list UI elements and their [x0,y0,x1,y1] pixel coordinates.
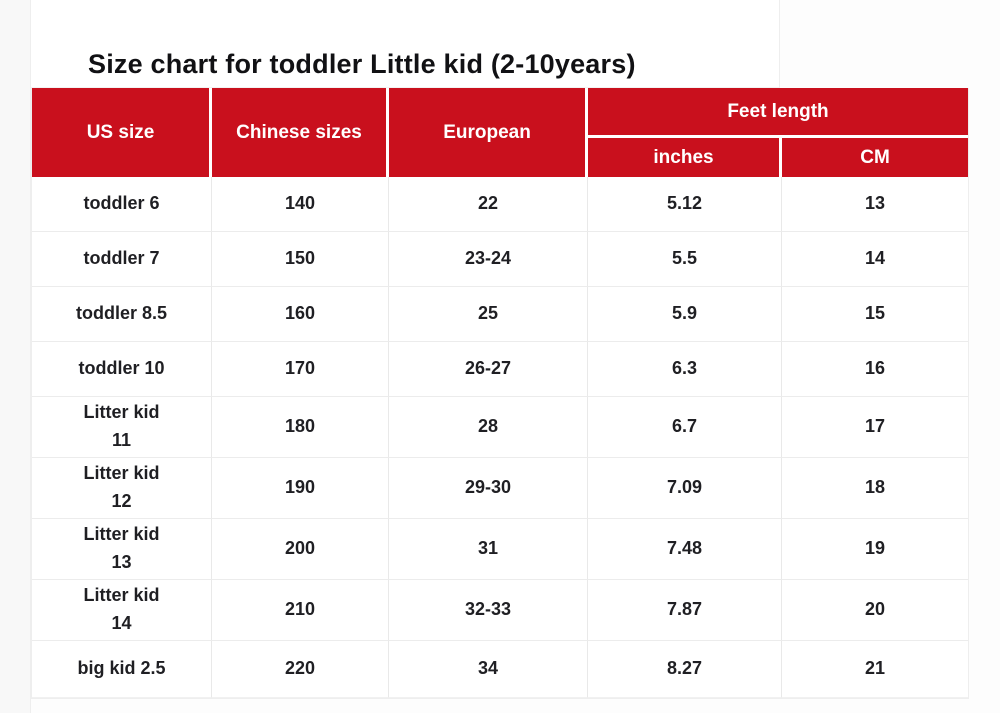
size-chart-table: US size Chinese sizes European Feet leng… [31,88,969,699]
cell-inches: 7.87 [588,580,782,641]
cell-european: 31 [389,519,588,580]
cell-cm: 14 [782,232,968,287]
cell-european: 26-27 [389,342,588,397]
cell-european: 22 [389,177,588,232]
cell-us-size: toddler 8.5 [32,287,212,342]
table-row: Litter kid 14 210 32-33 7.87 20 [32,580,968,641]
cell-chinese-size: 200 [212,519,389,580]
cell-cm: 19 [782,519,968,580]
cell-chinese-size: 170 [212,342,389,397]
cell-cm: 17 [782,397,968,458]
table-row: Litter kid 13 200 31 7.48 19 [32,519,968,580]
cell-chinese-size: 210 [212,580,389,641]
cell-cm: 21 [782,641,968,698]
table-body: toddler 6 140 22 5.12 13 toddler 7 150 2… [32,177,968,698]
cell-inches: 5.9 [588,287,782,342]
cell-us-size: toddler 6 [32,177,212,232]
cell-us-size: toddler 7 [32,232,212,287]
header-row-top: US size Chinese sizes European Feet leng… [32,88,968,177]
cell-inches: 5.5 [588,232,782,287]
cell-cm: 18 [782,458,968,519]
cell-european: 23-24 [389,232,588,287]
cell-us-size: big kid 2.5 [32,641,212,698]
page-title: Size chart for toddler Little kid (2-10y… [88,49,636,79]
cell-inches: 6.3 [588,342,782,397]
cell-inches: 7.48 [588,519,782,580]
cell-inches: 8.27 [588,641,782,698]
cell-european: 25 [389,287,588,342]
table-row: toddler 10 170 26-27 6.3 16 [32,342,968,397]
table-row: Litter kid 11 180 28 6.7 17 [32,397,968,458]
header-inches: inches [588,138,782,177]
table-row: toddler 7 150 23-24 5.5 14 [32,232,968,287]
cell-cm: 15 [782,287,968,342]
cell-us-size: Litter kid 14 [32,580,212,641]
cell-european: 32-33 [389,580,588,641]
cell-chinese-size: 180 [212,397,389,458]
cell-chinese-size: 160 [212,287,389,342]
table-row: big kid 2.5 220 34 8.27 21 [32,641,968,698]
cell-chinese-size: 220 [212,641,389,698]
header-european: European [389,88,588,177]
header-us-size: US size [32,88,212,177]
cell-cm: 16 [782,342,968,397]
page-left-margin [0,0,31,713]
header-feet-length: Feet length [588,88,968,138]
cell-us-size: Litter kid 13 [32,519,212,580]
cell-chinese-size: 140 [212,177,389,232]
cell-us-size: toddler 10 [32,342,212,397]
cell-european: 28 [389,397,588,458]
cell-chinese-size: 190 [212,458,389,519]
cell-us-size: Litter kid 12 [32,458,212,519]
cell-us-size: Litter kid 11 [32,397,212,458]
cell-chinese-size: 150 [212,232,389,287]
cell-inches: 7.09 [588,458,782,519]
header-chinese-sizes: Chinese sizes [212,88,389,177]
table-row: toddler 8.5 160 25 5.9 15 [32,287,968,342]
cell-inches: 5.12 [588,177,782,232]
header-row-bottom: inches CM [32,138,968,177]
cell-european: 34 [389,641,588,698]
cell-cm: 20 [782,580,968,641]
size-chart-content: Size chart for toddler Little kid (2-10y… [31,0,969,699]
table-row: toddler 6 140 22 5.12 13 [32,177,968,232]
title-area: Size chart for toddler Little kid (2-10y… [31,0,780,88]
cell-cm: 13 [782,177,968,232]
cell-european: 29-30 [389,458,588,519]
table-row: Litter kid 12 190 29-30 7.09 18 [32,458,968,519]
cell-inches: 6.7 [588,397,782,458]
table-header: US size Chinese sizes European Feet leng… [32,88,968,177]
header-cm: CM [782,138,968,177]
